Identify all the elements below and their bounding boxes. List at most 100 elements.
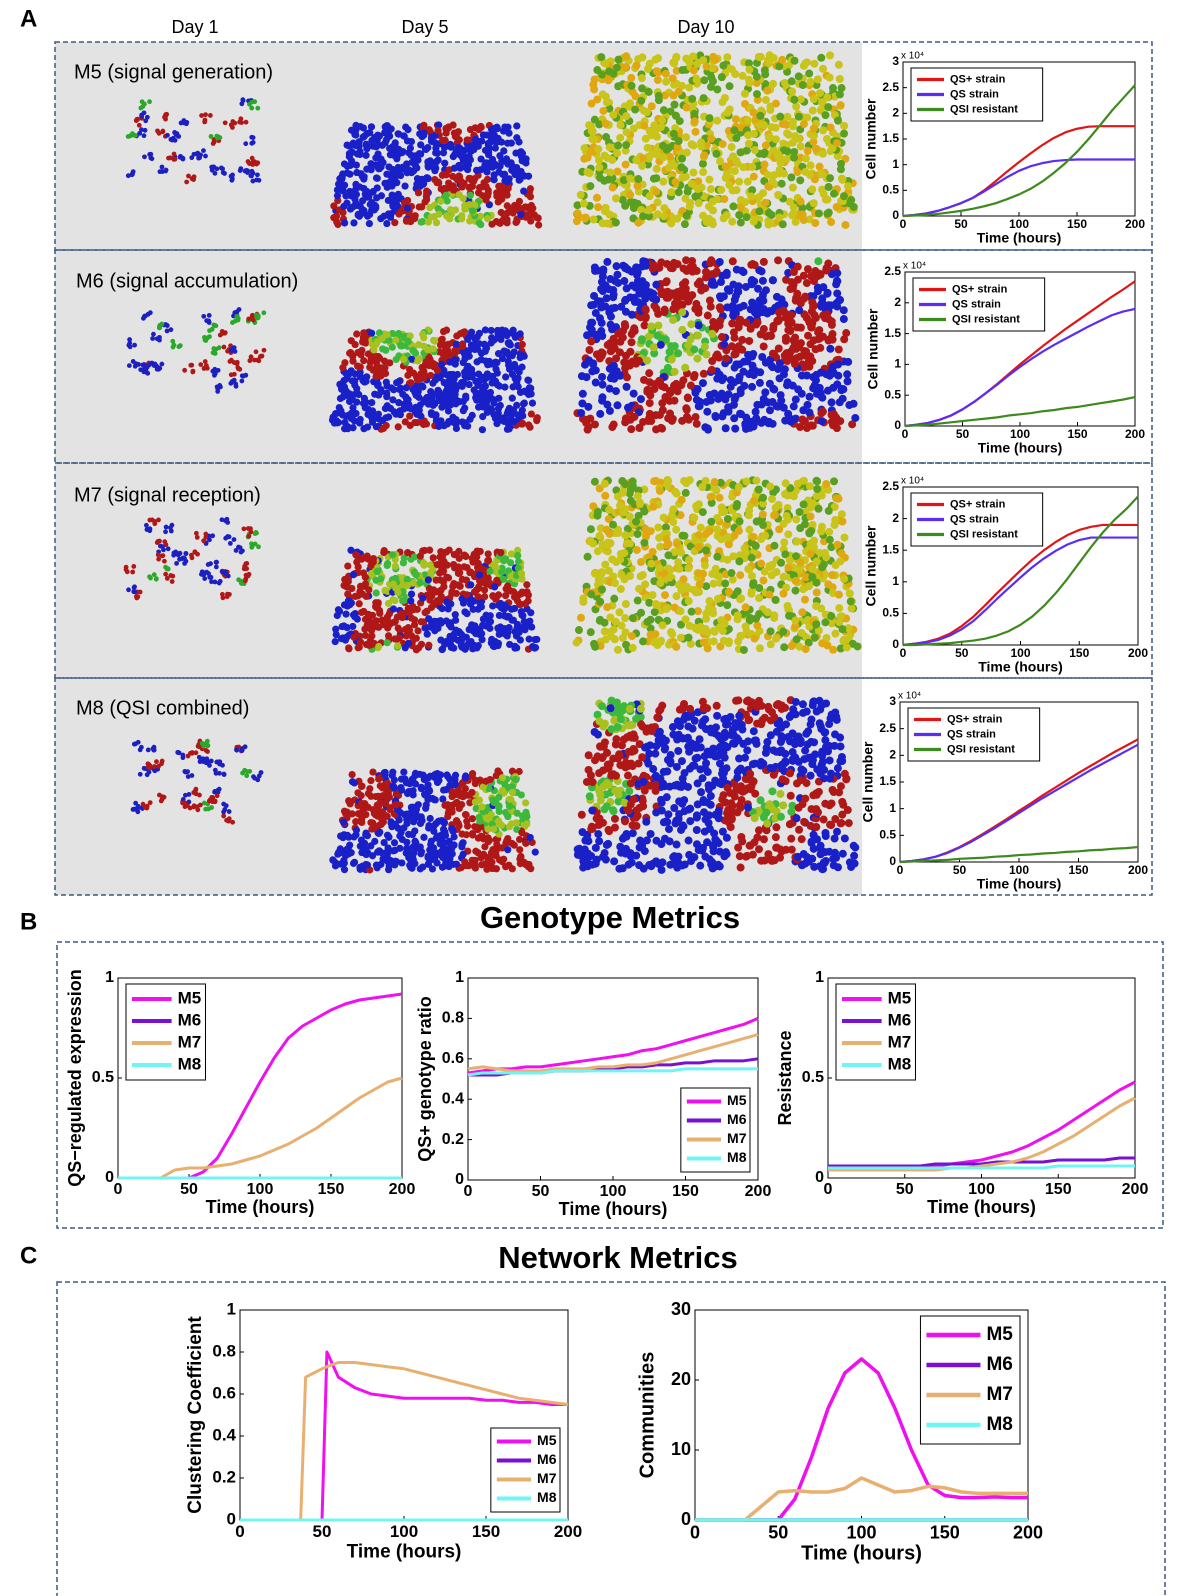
cell: [659, 406, 667, 414]
cell: [425, 218, 432, 225]
cell: [809, 565, 817, 573]
cell: [517, 636, 524, 643]
cell: [612, 194, 620, 202]
cell: [713, 525, 721, 533]
cell: [209, 579, 214, 584]
cell: [758, 267, 766, 275]
cell: [453, 341, 460, 348]
cell: [606, 275, 614, 283]
cell: [685, 84, 693, 92]
cell: [736, 304, 744, 312]
cell: [692, 300, 700, 308]
cell: [138, 106, 143, 111]
cell: [214, 560, 219, 565]
cell: [487, 568, 494, 575]
cell: [154, 363, 159, 368]
cell: [750, 130, 758, 138]
cell: [351, 381, 358, 388]
cell: [788, 77, 796, 85]
cell: [147, 99, 152, 104]
cell: [396, 634, 403, 641]
cell: [705, 176, 713, 184]
cell: [481, 593, 488, 600]
cell: [816, 89, 824, 97]
cell: [457, 630, 464, 637]
cell: [806, 78, 814, 86]
cell: [687, 320, 695, 328]
cell: [784, 147, 792, 155]
cell: [469, 412, 476, 419]
cell: [602, 119, 610, 127]
cell: [415, 394, 422, 401]
cell: [451, 564, 458, 571]
cell: [577, 191, 585, 199]
cell: [243, 561, 248, 566]
cell: [381, 587, 388, 594]
cell: [762, 286, 770, 294]
cell: [351, 131, 358, 138]
cell: [689, 169, 697, 177]
cell: [613, 262, 621, 270]
cell: [425, 615, 432, 622]
cell: [743, 213, 751, 221]
cell: [606, 385, 614, 393]
cell: [850, 203, 858, 211]
cell: [353, 558, 360, 565]
cell: [203, 359, 208, 364]
cell: [632, 61, 640, 69]
cell: [423, 187, 430, 194]
cell: [630, 390, 638, 398]
cell: [148, 152, 153, 157]
cell: [774, 256, 782, 264]
cell: [256, 544, 261, 549]
cell: [642, 305, 650, 313]
cell: [241, 374, 246, 379]
cell: [437, 548, 444, 555]
cell: [599, 273, 607, 281]
cell: [639, 212, 647, 220]
cell: [506, 425, 513, 432]
cell: [619, 634, 627, 642]
cell: [824, 196, 832, 204]
cell: [493, 577, 500, 584]
cell: [794, 168, 802, 176]
cell: [491, 396, 498, 403]
cell: [831, 630, 839, 638]
cell: [509, 395, 516, 402]
cell: [692, 413, 700, 421]
cell: [773, 402, 781, 410]
cell: [594, 203, 602, 211]
cell: [823, 93, 831, 101]
cell: [672, 112, 680, 120]
cell: [716, 157, 724, 165]
cell: [359, 590, 366, 597]
cell: [518, 570, 525, 577]
cell: [780, 643, 788, 651]
cell: [177, 557, 182, 562]
cell: [734, 288, 742, 296]
cell: [699, 168, 707, 176]
cell: [762, 141, 770, 149]
cell: [824, 387, 832, 395]
cell: [689, 52, 697, 60]
cell: [262, 348, 267, 353]
cell: [613, 401, 621, 409]
cell: [732, 115, 740, 123]
cell: [840, 315, 848, 323]
cell: [612, 219, 620, 227]
cell: [362, 152, 369, 159]
cell: [586, 323, 594, 331]
cell: [384, 639, 391, 646]
cell: [451, 375, 458, 382]
cell: [770, 322, 778, 330]
cell: [710, 390, 718, 398]
cell: [581, 144, 589, 152]
cell: [655, 534, 663, 542]
cell: [229, 178, 234, 183]
cell: [401, 182, 408, 189]
cell: [752, 477, 760, 485]
cell: [645, 206, 653, 214]
cell: [803, 58, 811, 66]
cell: [605, 308, 613, 316]
cell: [392, 563, 399, 570]
